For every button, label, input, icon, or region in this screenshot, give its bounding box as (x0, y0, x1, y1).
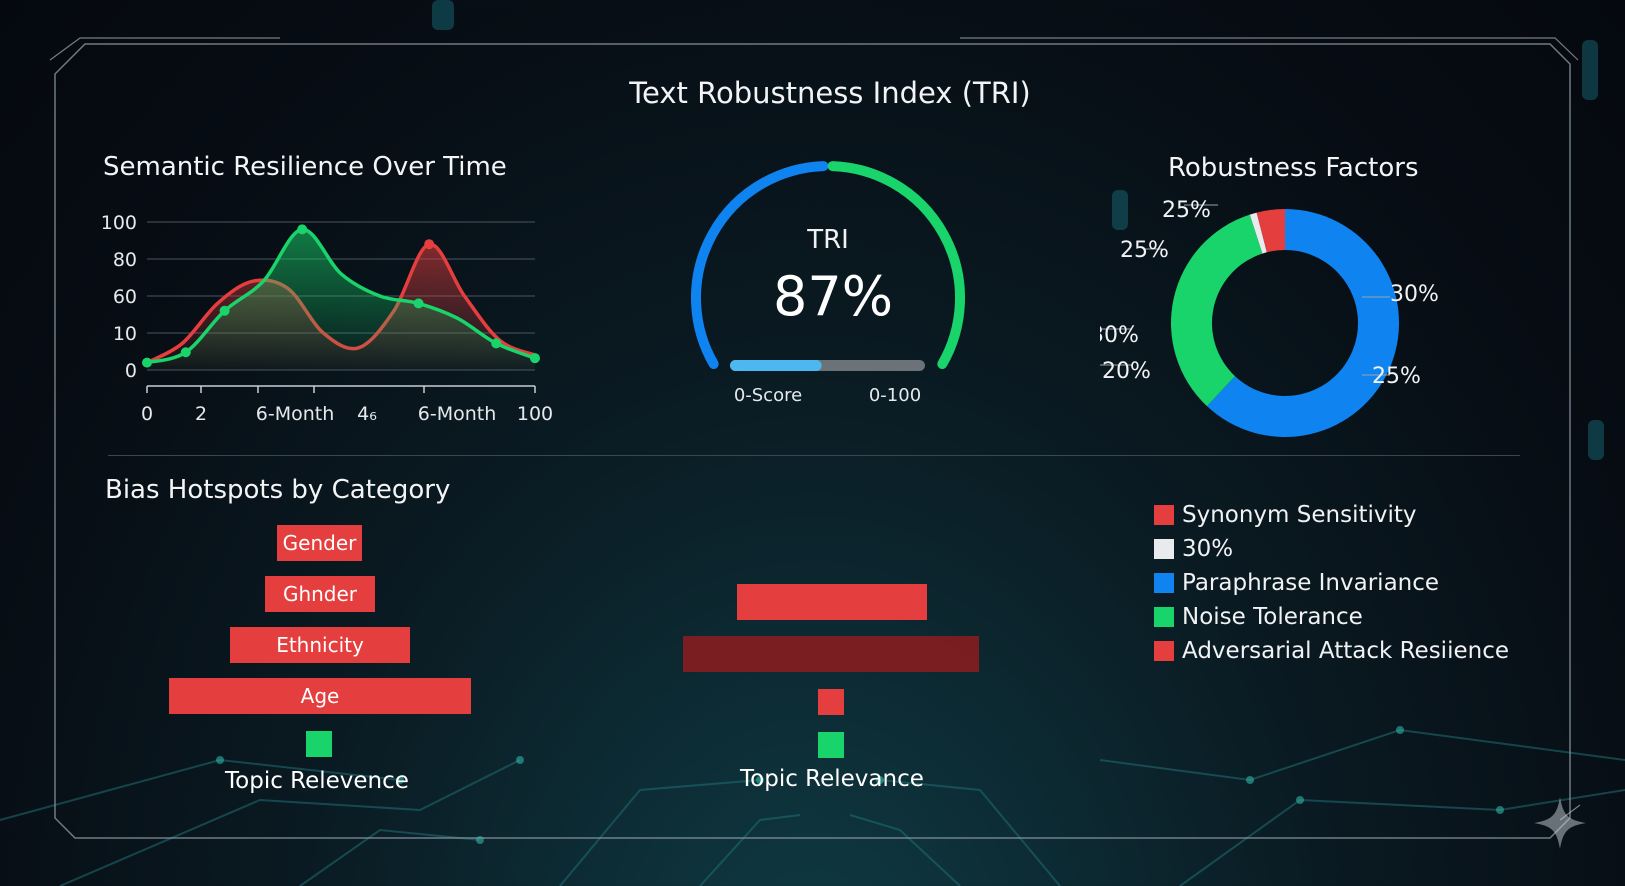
main-title: Text Robustness Index (TRI) (629, 76, 1031, 110)
bar-topic-relevence (306, 731, 332, 757)
donut-slice (1249, 212, 1267, 254)
slice-label: 30% (1390, 282, 1439, 307)
section-divider (108, 455, 1520, 456)
data-point (219, 305, 230, 316)
legend-swatch-red (1154, 641, 1174, 661)
donut-legend: Synonym Sensitivity 30% Paraphrase Invar… (1154, 498, 1509, 668)
legend-label: Paraphrase Invariance (1182, 570, 1440, 596)
slice-label: 30% (1100, 323, 1139, 348)
data-point (424, 239, 435, 250)
x-tick-label: 6-Month (256, 403, 335, 425)
bar-center-2 (683, 636, 979, 672)
gauge-arc-blue (691, 161, 829, 369)
legend-swatch-green (1154, 607, 1174, 627)
y-tick-label: 0 (125, 360, 137, 382)
donut-chart-title: Robustness Factors (1168, 153, 1419, 183)
legend-label: Noise Tolerance (1182, 604, 1363, 630)
x-tick-label: 6-Month (418, 403, 497, 425)
gauge-arc-green (827, 161, 965, 369)
robustness-factors-donut: 25% 25% 30% 30% 20% 25% (1100, 198, 1439, 437)
data-point (297, 224, 308, 235)
sparkle-icon (1534, 797, 1586, 849)
donut-slice (1256, 209, 1285, 253)
data-point (530, 353, 540, 364)
bar-center-1 (737, 584, 927, 620)
data-point (180, 347, 191, 358)
progress-fill (730, 360, 822, 371)
slice-label: 20% (1102, 359, 1151, 384)
line-chart-title: Semantic Resilience Over Time (103, 152, 507, 182)
series-line (146, 227, 536, 365)
legend-label: 30% (1182, 536, 1234, 562)
y-tick-label: 100 (101, 212, 137, 234)
legend-item: Synonym Sensitivity (1154, 498, 1509, 532)
legend-item: Paraphrase Invariance (1154, 566, 1509, 600)
slice-label: 25% (1120, 238, 1169, 263)
x-tick-label: 100 (517, 403, 553, 425)
label-topic-relevence: Topic Relevence (225, 768, 409, 794)
data-point (142, 357, 152, 368)
range-label-left: 0-Score (734, 385, 802, 406)
y-tick-label: 80 (113, 249, 137, 271)
x-tick-label: 2 (195, 403, 207, 425)
legend-swatch-white (1154, 539, 1174, 559)
legend-swatch-red (1154, 505, 1174, 525)
line-chart: 0 10 60 80 100 0 2 6-Month 4₆ 6-Month 100 (101, 212, 553, 425)
bar-age: Age (169, 678, 471, 714)
slice-label: 25% (1162, 198, 1211, 223)
label-topic-relevance: Topic Relevance (740, 766, 924, 792)
donut-slice (1171, 214, 1263, 407)
legend-item: Adversarial Attack Resiience (1154, 634, 1509, 668)
series-area (147, 229, 535, 370)
legend-swatch-blue (1154, 573, 1174, 593)
gauge-label: TRI (806, 225, 849, 255)
tri-gauge: TRI 87% 0-Score 0-100 (691, 161, 965, 406)
slice-label: 25% (1372, 364, 1421, 389)
legend-label: Adversarial Attack Resiience (1182, 638, 1509, 664)
x-tick-label: 0 (141, 403, 153, 425)
bar-ethnicity: Ethnicity (230, 627, 410, 663)
gauge-value: 87% (773, 265, 893, 328)
legend-item: 30% (1154, 532, 1509, 566)
bar-chart-title: Bias Hotspots by Category (105, 475, 451, 505)
data-point (413, 298, 424, 309)
legend-label: Synonym Sensitivity (1182, 502, 1417, 528)
legend-item: Noise Tolerance (1154, 600, 1509, 634)
bar-center-3 (818, 689, 844, 715)
data-point (491, 338, 502, 349)
x-tick-label: 4₆ (357, 403, 377, 425)
bar-ghnder: Ghnder (265, 576, 375, 612)
y-tick-label: 60 (113, 286, 137, 308)
bar-topic-relevance (818, 732, 844, 758)
range-label-right: 0-100 (869, 385, 921, 406)
donut-slice (1206, 209, 1399, 437)
y-tick-label: 10 (113, 323, 137, 345)
bar-gender: Gender (277, 525, 362, 561)
